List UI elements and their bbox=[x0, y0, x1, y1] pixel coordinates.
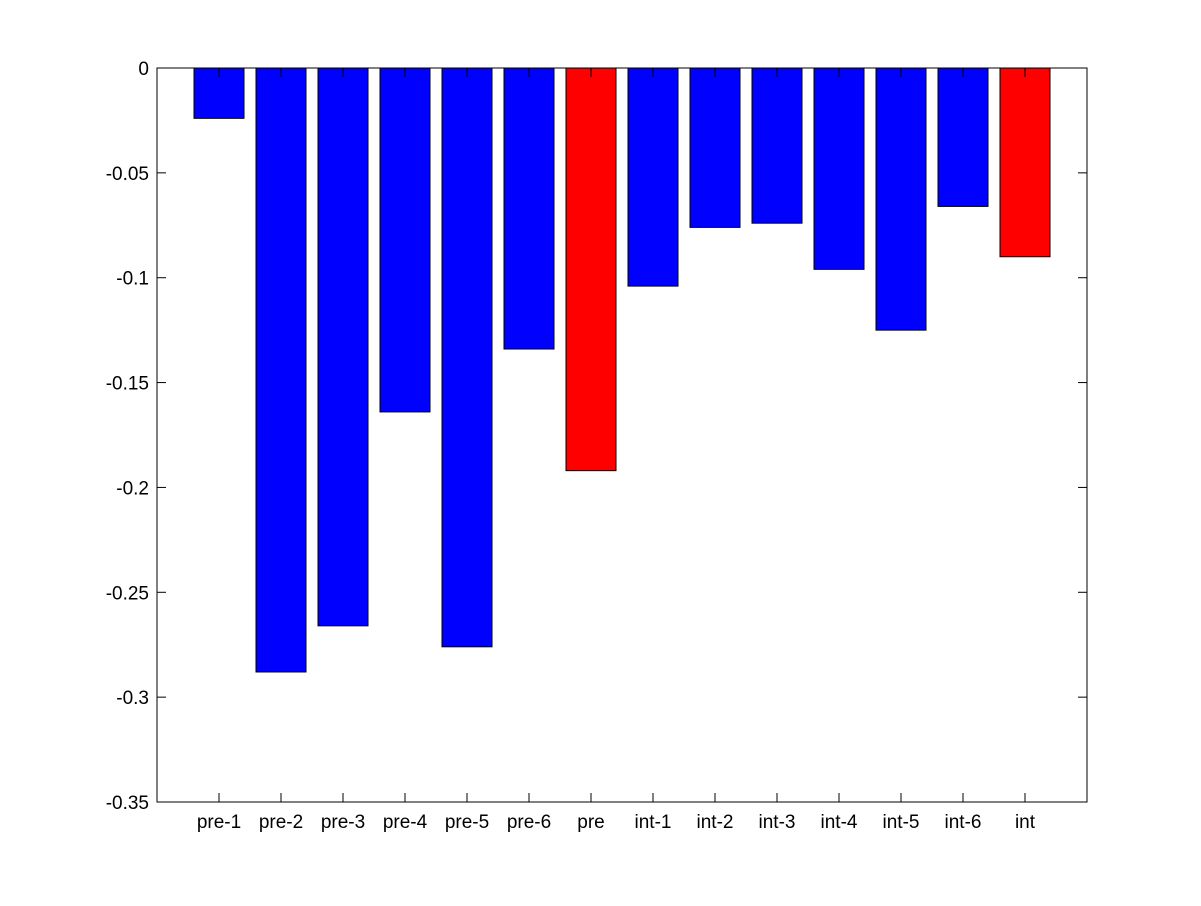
x-tick-label: pre-1 bbox=[197, 812, 241, 833]
x-tick-label: int-3 bbox=[759, 812, 796, 833]
bar-pre-2 bbox=[255, 67, 307, 673]
y-tick-label: -0.05 bbox=[106, 164, 149, 185]
y-tick-label: -0.2 bbox=[116, 478, 149, 499]
x-tick-label: pre-4 bbox=[383, 812, 428, 833]
plot-frame bbox=[156, 67, 1088, 803]
ticks-layer bbox=[157, 67, 1087, 803]
bar-int-6 bbox=[937, 67, 989, 207]
x-tick-label: int-5 bbox=[883, 812, 920, 833]
x-tick-label: int-4 bbox=[821, 812, 858, 833]
y-tick-label: 0 bbox=[138, 59, 149, 80]
x-tick-label: pre-6 bbox=[507, 812, 551, 833]
bar-pre-3 bbox=[317, 67, 369, 627]
y-tick-label: -0.35 bbox=[106, 793, 149, 814]
y-tick-label: -0.1 bbox=[116, 269, 149, 290]
bar-pre bbox=[565, 67, 617, 472]
y-tick-label: -0.25 bbox=[106, 583, 149, 604]
bar-pre-5 bbox=[441, 67, 493, 648]
x-tick-label: int-2 bbox=[697, 812, 734, 833]
bar-pre-6 bbox=[503, 67, 555, 350]
x-tick-label: pre-3 bbox=[321, 812, 365, 833]
bar-pre-4 bbox=[379, 67, 431, 413]
labels-layer: pre-1 pre-2 pre-3 pre-4 pre-5 pre-6 pre int-1 in… bbox=[106, 59, 1036, 833]
y-tick-label: -0.15 bbox=[106, 374, 149, 395]
bar-int bbox=[999, 67, 1051, 258]
x-tick-label: int-1 bbox=[635, 812, 672, 833]
y-tick-label: -0.3 bbox=[116, 688, 149, 709]
bar-int-4 bbox=[813, 67, 865, 270]
x-tick-label: pre-2 bbox=[259, 812, 303, 833]
x-tick-label: pre bbox=[577, 812, 604, 833]
x-tick-label: pre-5 bbox=[445, 812, 489, 833]
bars-layer bbox=[193, 67, 1051, 673]
x-tick-label: int-6 bbox=[945, 812, 982, 833]
x-tick-label: int bbox=[1015, 812, 1036, 833]
bar-int-2 bbox=[689, 67, 741, 228]
bar-int-1 bbox=[627, 67, 679, 287]
bar-int-5 bbox=[875, 67, 927, 331]
bar-int-3 bbox=[751, 67, 803, 224]
